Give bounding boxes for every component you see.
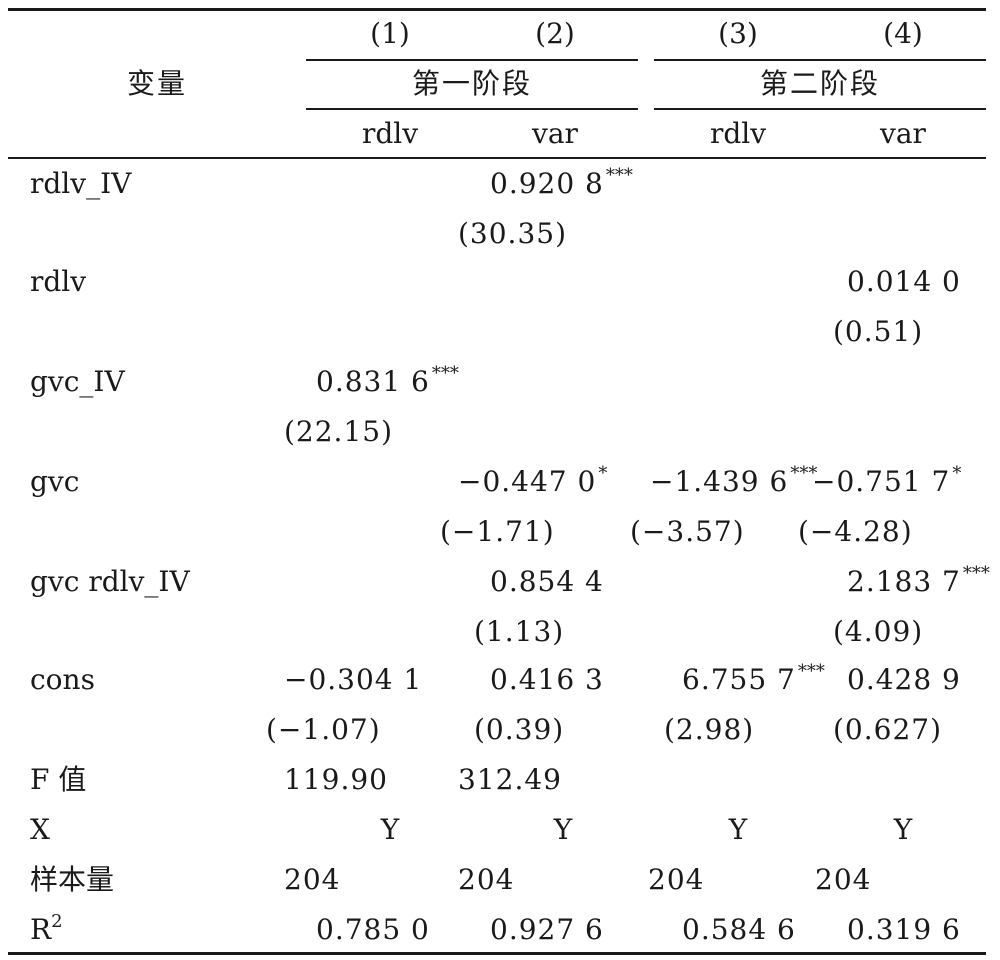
row-label-gvc-rdlv-iv: gvc rdlv_IV bbox=[30, 565, 190, 598]
coef-rdlv-4: 0.014 0 bbox=[847, 265, 961, 298]
coef-gvc-3: −1.439 6 *** bbox=[650, 463, 818, 502]
tstat-gvc-3: (−3.57) bbox=[630, 515, 745, 548]
col-number-3: (3) bbox=[718, 17, 758, 50]
row-label-x: X bbox=[30, 813, 50, 846]
row-label-rdlv: rdlv bbox=[30, 265, 87, 298]
tstat-gvc-rdlv-iv-4: (4.09) bbox=[833, 615, 924, 648]
row-label-rdlv-iv: rdlv_IV bbox=[30, 167, 132, 200]
row-label-r-squared: R2 bbox=[30, 911, 63, 950]
tstat-gvc-iv-1: (22.15) bbox=[284, 415, 394, 448]
coef-cons-4: 0.428 9 bbox=[847, 663, 961, 696]
dep-var-3: rdlv bbox=[709, 117, 767, 150]
col-number-4: (4) bbox=[883, 17, 923, 50]
significance-stars: *** bbox=[962, 563, 990, 584]
tstat-cons-1: (−1.07) bbox=[266, 713, 381, 746]
sample-size-3: 204 bbox=[648, 863, 705, 896]
r-squared-4: 0.319 6 bbox=[847, 913, 961, 946]
coef-cons-3: 6.755 7 *** bbox=[682, 661, 825, 700]
dep-var-4: var bbox=[880, 117, 926, 150]
coef-value: 0.920 8 bbox=[490, 167, 604, 200]
tstat-gvc-2: (−1.71) bbox=[440, 515, 555, 548]
r-squared-2: 0.927 6 bbox=[490, 913, 604, 946]
coef-gvc-iv-1: 0.831 6 *** bbox=[316, 363, 459, 402]
significance-stars: * bbox=[952, 463, 962, 484]
r-squared-superscript: 2 bbox=[51, 911, 63, 932]
stage-bottom-rule-1 bbox=[306, 108, 638, 110]
tstat-gvc-rdlv-iv-2: (1.13) bbox=[474, 615, 565, 648]
header-bottom-rule bbox=[8, 157, 986, 159]
coef-value: 6.755 7 bbox=[682, 663, 796, 696]
sample-size-2: 204 bbox=[458, 863, 515, 896]
significance-stars: *** bbox=[790, 463, 818, 484]
coef-gvc-rdlv-iv-4: 2.183 7 *** bbox=[847, 563, 990, 602]
tstat-cons-3: (2.98) bbox=[664, 713, 755, 746]
coef-gvc-rdlv-iv-2: 0.854 4 bbox=[490, 565, 604, 598]
tstat-gvc-4: (−4.28) bbox=[798, 515, 913, 548]
stage2-rule bbox=[654, 59, 986, 61]
tstat-rdlv-4: (0.51) bbox=[833, 315, 924, 348]
coef-value: −0.751 7 bbox=[812, 465, 951, 498]
tstat-cons-4: (0.627) bbox=[833, 713, 943, 746]
r-squared-3: 0.584 6 bbox=[682, 913, 796, 946]
row-label-gvc-iv: gvc_IV bbox=[30, 365, 125, 398]
coef-gvc-4: −0.751 7 * bbox=[812, 463, 962, 502]
dep-var-1: rdlv bbox=[361, 117, 419, 150]
x-value-1: Y bbox=[380, 813, 400, 846]
top-rule bbox=[8, 8, 986, 11]
row-label-f-value: F 值 bbox=[30, 763, 87, 796]
sample-size-1: 204 bbox=[284, 863, 341, 896]
significance-stars: * bbox=[598, 463, 608, 484]
coef-value: −1.439 6 bbox=[650, 465, 789, 498]
coef-value: 0.831 6 bbox=[316, 365, 430, 398]
x-value-3: Y bbox=[728, 813, 748, 846]
coef-value: 2.183 7 bbox=[847, 565, 961, 598]
stage1-header: 第一阶段 bbox=[411, 67, 533, 100]
coef-rdlv-iv-2: 0.920 8 *** bbox=[490, 165, 633, 204]
coef-gvc-2: −0.447 0 * bbox=[458, 463, 608, 502]
row-label-gvc: gvc bbox=[30, 465, 80, 498]
bottom-rule bbox=[8, 952, 986, 955]
significance-stars: *** bbox=[605, 165, 633, 186]
sample-size-4: 204 bbox=[815, 863, 872, 896]
stage1-rule bbox=[306, 59, 638, 61]
variable-header: 变量 bbox=[126, 67, 188, 100]
col-number-2: (2) bbox=[535, 17, 575, 50]
r-squared-1: 0.785 0 bbox=[316, 913, 430, 946]
tstat-cons-2: (0.39) bbox=[474, 713, 565, 746]
significance-stars: *** bbox=[431, 363, 459, 384]
tstat-rdlv-iv-2: (30.35) bbox=[458, 217, 568, 250]
coef-cons-2: 0.416 3 bbox=[490, 663, 604, 696]
x-value-2: Y bbox=[553, 813, 573, 846]
r-squared-base: R bbox=[30, 913, 52, 946]
col-number-1: (1) bbox=[370, 17, 410, 50]
stage2-header: 第二阶段 bbox=[759, 67, 881, 100]
x-value-4: Y bbox=[893, 813, 913, 846]
row-label-cons: cons bbox=[30, 663, 95, 696]
row-label-sample-size: 样本量 bbox=[30, 863, 115, 896]
coef-value: −0.447 0 bbox=[458, 465, 597, 498]
significance-stars: *** bbox=[797, 661, 825, 682]
stage-bottom-rule-2 bbox=[654, 108, 986, 110]
dep-var-2: var bbox=[532, 117, 578, 150]
coef-cons-1: −0.304 1 bbox=[284, 663, 423, 696]
f-value-1: 119.90 bbox=[284, 763, 388, 796]
f-value-2: 312.49 bbox=[458, 763, 562, 796]
